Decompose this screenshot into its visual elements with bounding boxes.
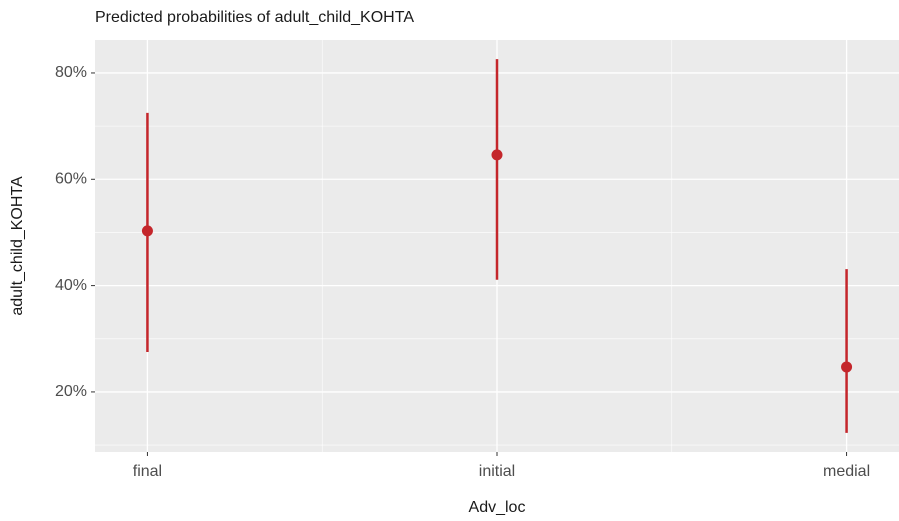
- point: [141, 225, 153, 237]
- y-tick-label: 80%: [55, 64, 87, 81]
- x-tick-label: final: [133, 463, 162, 480]
- y-tick-label: 60%: [55, 171, 87, 188]
- chart-title: Predicted probabilities of adult_child_K…: [95, 9, 414, 26]
- x-tick-label: initial: [479, 463, 515, 480]
- y-tick-label: 20%: [55, 383, 87, 400]
- x-axis-title: Adv_loc: [469, 499, 526, 516]
- y-tick-label: 40%: [55, 277, 87, 294]
- y-axis-title: adult_child_KOHTA: [9, 176, 26, 316]
- point: [841, 361, 853, 373]
- x-tick-label: medial: [823, 463, 870, 480]
- point: [491, 149, 503, 161]
